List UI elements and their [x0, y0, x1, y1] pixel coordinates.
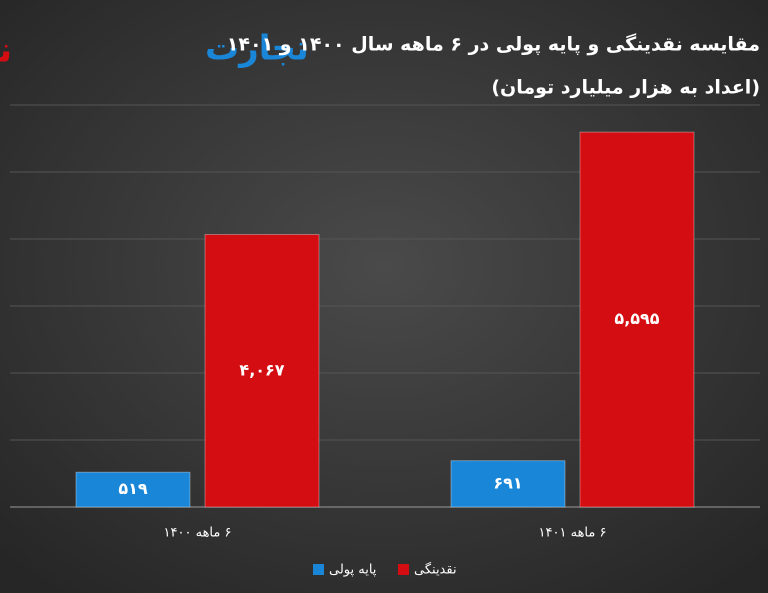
chart-subtitle: (اعداد به هزار میلیارد تومان) — [491, 77, 760, 99]
value-label: ۵۱۹ — [118, 479, 148, 498]
logo-part: نیوز — [0, 31, 12, 71]
value-label: ۶۹۱ — [493, 473, 522, 492]
x-tick-label: ۶ ماهه ۱۴۰۱ — [539, 526, 607, 541]
legend-label: پایه پولی — [329, 563, 377, 578]
bar — [579, 131, 695, 508]
chart-title: مقایسه نقدینگی و پایه پولی در ۶ ماهه سال… — [227, 33, 760, 56]
bar — [450, 460, 566, 508]
x-tick-label: ۶ ماهه ۱۴۰۰ — [164, 526, 232, 541]
legend-swatch — [398, 564, 409, 575]
value-label: ۴,۰۶۷ — [239, 360, 284, 379]
logo-part: تجارت — [205, 29, 309, 69]
value-label: ۵,۵۹۵ — [614, 309, 659, 328]
bar — [75, 471, 191, 508]
legend-label: نقدینگی — [414, 562, 457, 578]
bar — [204, 234, 320, 508]
legend-swatch — [313, 564, 324, 575]
